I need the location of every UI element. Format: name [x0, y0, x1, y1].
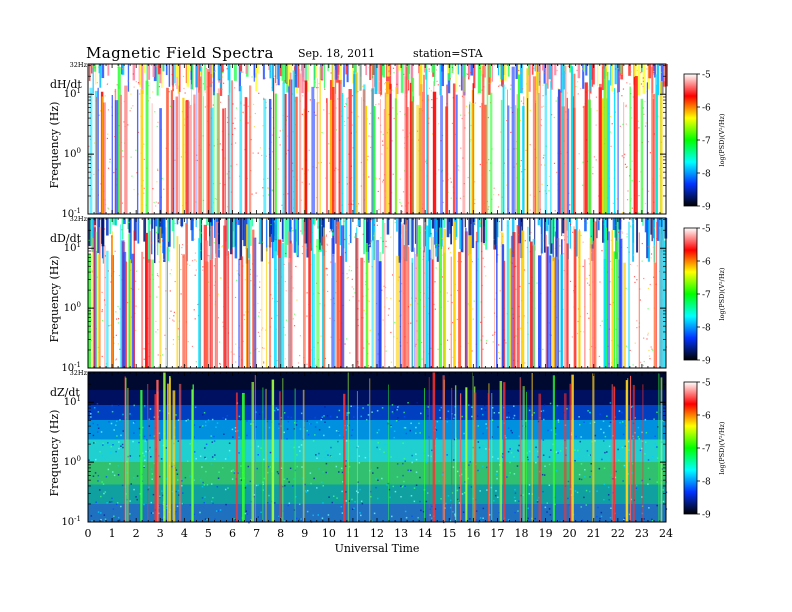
time-tick-label: 19 [539, 527, 553, 540]
time-tick-label: 15 [442, 527, 456, 540]
colorbar-tick-label: -8 [702, 170, 711, 180]
colorbar-tick-label: -6 [702, 412, 711, 422]
colorbar-tick-label: -9 [702, 357, 711, 367]
time-tick-label: 21 [587, 527, 601, 540]
frequency-axis-title: Frequency (Hz) [48, 102, 61, 189]
time-tick-label: 23 [635, 527, 649, 540]
broadband-streaks [89, 64, 663, 215]
colorbar-tick-label: -9 [702, 203, 711, 213]
colorbar-tick-label: -7 [702, 137, 711, 147]
top-frequency-label: 32Hz [70, 369, 88, 377]
colorbar: -5 -6 -7 -8 -9 log(PSD)(V²/Hz) [683, 71, 726, 213]
spectral-texture [88, 64, 668, 216]
frequency-tick-label: 100 [64, 455, 81, 468]
colorbar-label: log(PSD)(V²/Hz) [718, 421, 726, 474]
colorbar-tick-label: -6 [702, 104, 711, 114]
time-ticks [87, 218, 667, 368]
frequency-tick-label: 10-1 [61, 515, 81, 528]
frequency-tick-label: 100 [64, 147, 81, 160]
time-tick-label: 5 [205, 527, 212, 540]
time-axis-title: Universal Time [335, 542, 420, 555]
top-frequency-label: 32Hz [70, 61, 88, 69]
colorbar-label: log(PSD)(V²/Hz) [718, 267, 726, 320]
time-tick-label: 22 [611, 527, 625, 540]
colorbar-tick-label: -6 [702, 258, 711, 268]
time-ticks [87, 372, 667, 522]
page-title: Magnetic Field Spectra [86, 44, 274, 62]
colorbar: -5 -6 -7 -8 -9 log(PSD)(V²/Hz) [683, 379, 726, 521]
panel-background [88, 372, 666, 523]
component-label: dH/dt [50, 78, 82, 91]
colorbar-tick-label: -7 [702, 445, 711, 455]
colorbar-scale [683, 227, 698, 361]
colorbar-label: log(PSD)(V²/Hz) [718, 113, 726, 166]
colorbar-scale [683, 381, 698, 515]
broadband-streaks [88, 218, 667, 368]
time-tick-label: 24 [659, 527, 673, 540]
colorbar: -5 -6 -7 -8 -9 log(PSD)(V²/Hz) [683, 225, 726, 367]
station-label: station=STA [413, 47, 483, 60]
component-label: dZ/dt [50, 386, 80, 399]
time-tick-label: 2 [133, 527, 140, 540]
component-label: dD/dt [50, 232, 82, 245]
time-tick-label: 14 [418, 527, 432, 540]
colorbar-tick-label: -9 [702, 511, 711, 521]
frequency-tick-label: 100 [64, 301, 81, 314]
time-tick-label: 17 [490, 527, 504, 540]
colorbar-scale [683, 73, 698, 207]
time-tick-label: 7 [253, 527, 260, 540]
date-label: Sep. 18, 2011 [298, 47, 376, 60]
time-tick-label: 1 [109, 527, 116, 540]
frequency-axis-title: Frequency (Hz) [48, 256, 61, 343]
frequency-axis-title: Frequency (Hz) [48, 410, 61, 497]
time-axis: 0 1 2 3 4 5 6 7 8 9 10 11 12 13 14 15 16 17 18 19 20 21 22 23 24… [85, 527, 674, 555]
broadband-streaks [124, 372, 663, 522]
time-tick-label: 12 [370, 527, 384, 540]
colorbar-tick-label: -8 [702, 324, 711, 334]
time-tick-label: 18 [515, 527, 529, 540]
time-tick-label: 6 [229, 527, 236, 540]
colorbar-tick-label: -5 [702, 71, 711, 81]
time-tick-label: 20 [563, 527, 577, 540]
top-frequency-label: 32Hz [70, 215, 88, 223]
colorbar-tick-label: -8 [702, 478, 711, 488]
time-tick-label: 13 [394, 527, 408, 540]
time-tick-label: 10 [322, 527, 336, 540]
time-tick-label: 11 [346, 527, 360, 540]
time-tick-label: 9 [301, 527, 308, 540]
time-tick-label: 16 [466, 527, 480, 540]
time-tick-label: 4 [181, 527, 188, 540]
colorbar-tick-label: -7 [702, 291, 711, 301]
time-tick-label: 8 [277, 527, 284, 540]
time-tick-label: 0 [85, 527, 92, 540]
colorbar-tick-label: -5 [702, 225, 711, 235]
time-ticks [87, 64, 667, 214]
time-tick-label: 3 [157, 527, 164, 540]
colorbar-tick-label: -5 [702, 379, 711, 389]
